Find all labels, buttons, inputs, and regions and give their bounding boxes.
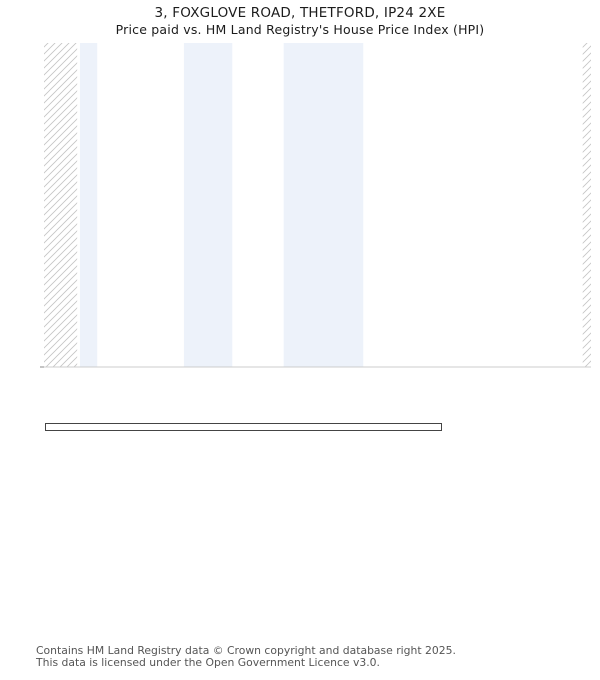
footer-line-1: Contains HM Land Registry data © Crown c… <box>36 644 456 657</box>
ownership-band <box>183 43 233 367</box>
page-title: 3, FOXGLOVE ROAD, THETFORD, IP24 2XE <box>154 5 446 21</box>
copyright-footer: Contains HM Land Registry data © Crown c… <box>36 645 456 668</box>
page-subtitle: Price paid vs. HM Land Registry's House … <box>115 22 485 37</box>
ownership-band <box>79 43 98 367</box>
footer-line-2: This data is licensed under the Open Gov… <box>36 655 380 669</box>
chart-legend <box>45 423 442 431</box>
price-history-chart <box>40 43 591 368</box>
no-data-hatch-right <box>582 43 591 367</box>
no-data-hatch-left <box>44 43 78 367</box>
ownership-band <box>283 43 364 367</box>
